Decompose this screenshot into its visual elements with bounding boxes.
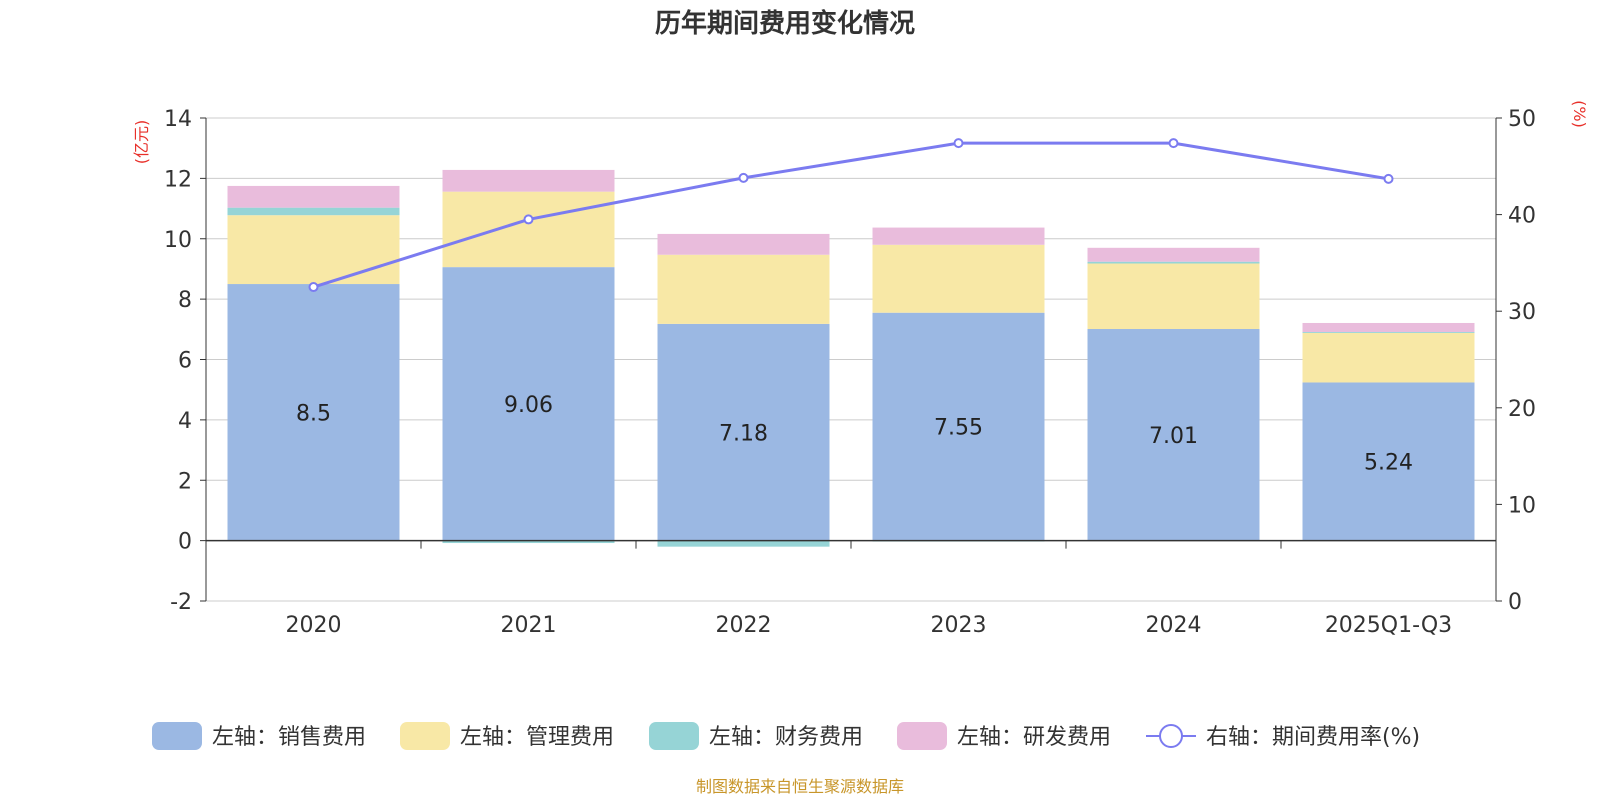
legend: 左轴：销售费用 左轴：管理费用 左轴：财务费用 左轴：研发费用 右轴：期间费用率(%) xyxy=(152,722,1420,750)
right-tick-label: 50 xyxy=(1508,107,1536,132)
bar-财务费用-2021 xyxy=(442,540,615,544)
category-label: 2022 xyxy=(716,613,772,638)
bar-研发费用-2021 xyxy=(442,169,615,192)
legend-swatch-销售费用 xyxy=(152,722,202,750)
rate-point xyxy=(738,172,749,183)
rate-point xyxy=(1383,173,1394,184)
category-label: 2021 xyxy=(501,613,557,638)
legend-label-研发费用: 左轴：研发费用 xyxy=(957,725,1111,750)
bar-管理费用-2025Q1-Q3 xyxy=(1302,332,1475,383)
right-tick-label: 0 xyxy=(1508,590,1522,615)
rate-point xyxy=(523,214,534,225)
bar-财务费用-2025Q1-Q3 xyxy=(1302,332,1475,333)
legend-swatch-管理费用 xyxy=(400,722,450,750)
rate-line xyxy=(308,138,1394,293)
rate-point xyxy=(308,282,319,293)
data-label: 7.18 xyxy=(719,421,768,446)
left-tick-label: 12 xyxy=(164,167,192,192)
bar-研发费用-2025Q1-Q3 xyxy=(1302,322,1475,333)
left-tick-label: 4 xyxy=(178,409,192,434)
rate-point xyxy=(1168,138,1179,149)
right-tick-label: 10 xyxy=(1508,493,1536,518)
bar-研发费用-2024 xyxy=(1087,247,1260,262)
bar-管理费用-2023 xyxy=(872,244,1045,313)
bar-研发费用-2020 xyxy=(227,185,400,208)
bar-销售费用-2025Q1-Q3 xyxy=(1302,382,1475,541)
left-tick-label: 14 xyxy=(164,107,192,132)
bar-财务费用-2024 xyxy=(1087,261,1260,264)
legend-label-期间费用率: 右轴：期间费用率(%) xyxy=(1206,725,1420,750)
legend-label-销售费用: 左轴：销售费用 xyxy=(212,725,366,750)
data-labels: 8.5 9.06 7.18 7.55 7.01 5.24 xyxy=(296,393,1413,476)
category-label: 2023 xyxy=(931,613,987,638)
chart-title: 历年期间费用变化情况 xyxy=(655,8,915,39)
bar-研发费用-2023 xyxy=(872,227,1045,245)
left-tick-label: -2 xyxy=(170,590,192,615)
left-tick-label: 0 xyxy=(178,530,192,555)
bar-管理费用-2022 xyxy=(657,254,830,324)
category-label: 2020 xyxy=(286,613,342,638)
data-label: 8.5 xyxy=(296,401,331,426)
bar-销售费用-2023 xyxy=(872,312,1045,541)
left-tick-label: 2 xyxy=(178,469,192,494)
source-note: 制图数据来自恒生聚源数据库 xyxy=(696,777,904,796)
left-tick-label: 8 xyxy=(178,288,192,313)
category-label: 2025Q1-Q3 xyxy=(1325,613,1452,638)
bar-销售费用-2024 xyxy=(1087,329,1260,541)
data-label: 7.55 xyxy=(934,416,983,441)
bar-财务费用-2022 xyxy=(657,540,830,547)
category-label: 2024 xyxy=(1146,613,1202,638)
data-label: 9.06 xyxy=(504,393,553,418)
bar-管理费用-2020 xyxy=(227,215,400,285)
axes: -2 0 2 4 6 8 10 12 14 0 10 20 30 40 50 2020 2021 2022 2023… xyxy=(164,107,1536,638)
bar-财务费用-2020 xyxy=(227,207,400,216)
rate-point xyxy=(953,138,964,149)
left-tick-label: 6 xyxy=(178,349,192,374)
data-label: 7.01 xyxy=(1149,424,1198,449)
data-label: 5.24 xyxy=(1364,451,1413,476)
legend-swatch-财务费用 xyxy=(649,722,699,750)
legend-label-管理费用: 左轴：管理费用 xyxy=(460,725,614,750)
right-tick-label: 30 xyxy=(1508,300,1536,325)
bar-销售费用-2022 xyxy=(657,323,830,541)
left-axis-unit: (亿元) xyxy=(132,120,151,165)
bar-销售费用-2021 xyxy=(442,267,615,541)
bar-研发费用-2022 xyxy=(657,233,830,255)
left-tick-label: 10 xyxy=(164,228,192,253)
legend-marker xyxy=(1159,724,1183,748)
right-tick-label: 20 xyxy=(1508,397,1536,422)
right-axis-unit: (%) xyxy=(1570,100,1589,128)
rate-line-path xyxy=(313,141,1389,289)
bar-销售费用-2020 xyxy=(227,284,400,541)
legend-label-财务费用: 左轴：财务费用 xyxy=(709,725,863,750)
bar-管理费用-2024 xyxy=(1087,263,1260,330)
bars xyxy=(227,169,1475,547)
bar-管理费用-2021 xyxy=(442,191,615,268)
legend-swatch-研发费用 xyxy=(897,722,947,750)
right-tick-label: 40 xyxy=(1508,204,1536,229)
